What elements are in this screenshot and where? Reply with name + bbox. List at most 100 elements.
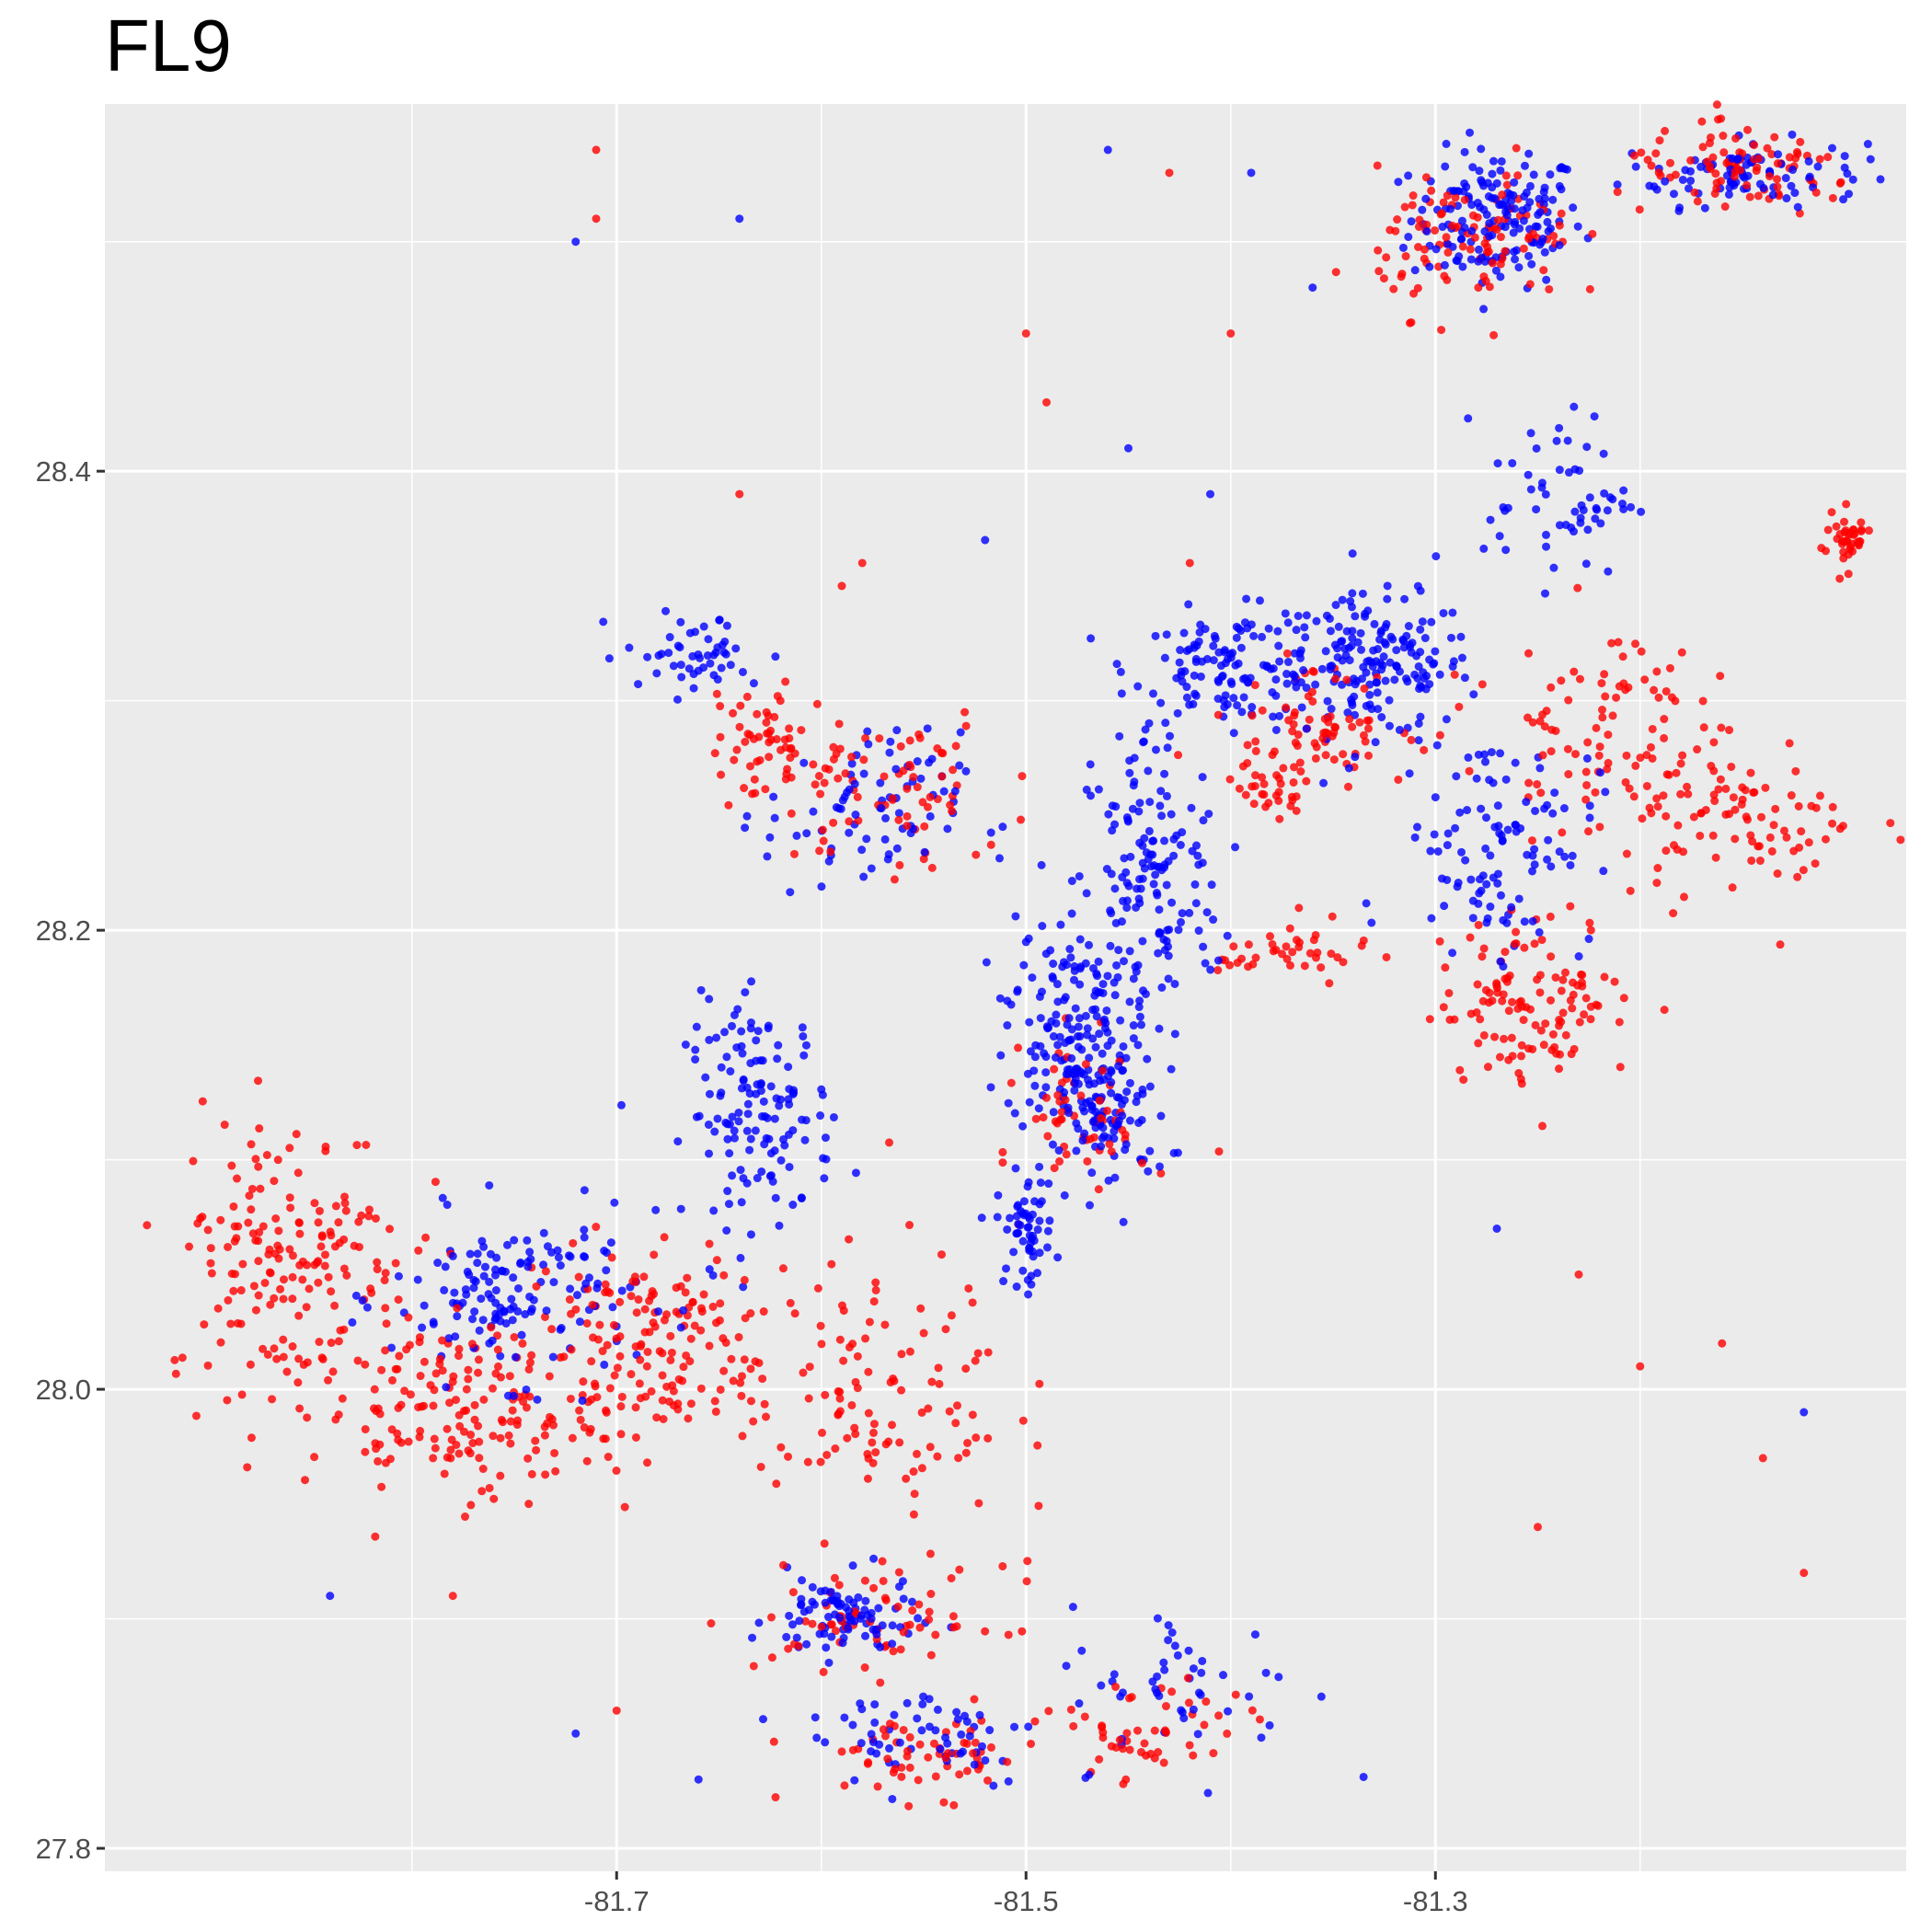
data-point-blue (1520, 917, 1529, 926)
data-point-blue (1075, 1031, 1085, 1041)
data-point-red (468, 1439, 477, 1448)
data-point-red (330, 1301, 339, 1310)
data-point-blue (1148, 689, 1157, 698)
data-point-red (1595, 742, 1604, 752)
data-point-blue (450, 1288, 459, 1297)
data-point-red (1364, 716, 1374, 725)
data-point-blue (1522, 798, 1531, 807)
data-point-blue (1002, 1264, 1011, 1273)
data-point-red (266, 1300, 275, 1309)
data-point-blue (952, 1708, 961, 1717)
data-point-blue (1781, 174, 1790, 183)
data-point-red (1238, 762, 1248, 771)
data-point-blue (1412, 822, 1421, 832)
data-point-red (1835, 178, 1845, 188)
data-point-red (1515, 998, 1524, 1007)
data-point-blue (1432, 741, 1442, 750)
data-point-blue (1028, 1210, 1037, 1219)
data-point-red (860, 1663, 869, 1673)
data-point-red (1342, 675, 1351, 684)
data-point-blue (1496, 166, 1505, 175)
data-point-red (285, 1245, 294, 1254)
data-point-red (1597, 679, 1606, 688)
data-point-blue (1104, 810, 1113, 819)
data-point-blue (1398, 243, 1408, 252)
data-point-red (1594, 751, 1604, 760)
data-point-blue (617, 1286, 627, 1295)
data-point-red (1223, 1729, 1232, 1738)
data-point-red (924, 1753, 933, 1762)
data-point-blue (1743, 171, 1753, 180)
data-point-blue (1174, 926, 1183, 935)
data-point-red (1524, 713, 1533, 722)
data-point-red (1811, 859, 1820, 868)
data-point-blue (420, 1301, 429, 1310)
data-point-blue (1114, 1062, 1123, 1071)
data-point-red (431, 1178, 440, 1187)
data-point-red (440, 1469, 449, 1478)
data-point-red (1161, 1702, 1170, 1711)
data-point-blue (1160, 1665, 1169, 1674)
data-point-red (927, 863, 937, 872)
data-point-blue (726, 661, 735, 670)
data-point-blue (931, 1726, 940, 1735)
data-point-red (1248, 960, 1258, 969)
data-point-blue (1448, 949, 1457, 958)
data-point-red (294, 1218, 304, 1227)
data-point-red (917, 1464, 926, 1473)
data-point-red (696, 1326, 706, 1335)
data-point-red (1397, 270, 1407, 279)
data-point-red (1896, 835, 1905, 845)
data-point-blue (998, 822, 1007, 832)
data-point-red (1749, 788, 1758, 797)
data-point-red (1771, 804, 1780, 813)
data-point-red (1294, 938, 1304, 948)
data-point-red (220, 1121, 229, 1130)
data-point-blue (817, 882, 826, 891)
data-point-blue (705, 995, 714, 1004)
data-point-blue (1080, 1129, 1089, 1138)
data-point-red (1466, 245, 1475, 254)
data-point-blue (1070, 1086, 1079, 1095)
data-point-blue (876, 778, 885, 788)
data-point-blue (470, 1307, 479, 1317)
data-point-blue (728, 1171, 737, 1180)
data-point-red (1697, 117, 1707, 126)
data-point-red (634, 1295, 643, 1305)
data-point-blue (1110, 1173, 1120, 1182)
data-point-blue (1117, 689, 1126, 698)
data-point-blue (868, 1738, 878, 1747)
data-point-blue (891, 765, 901, 774)
data-point-red (1420, 745, 1429, 754)
data-point-blue (1382, 619, 1391, 628)
data-point-blue (1225, 650, 1235, 659)
data-point-red (1339, 958, 1348, 967)
data-point-blue (1535, 208, 1545, 217)
data-point-blue (1684, 184, 1693, 193)
data-point-red (1535, 988, 1545, 997)
data-point-blue (509, 1273, 518, 1282)
data-point-red (1857, 518, 1866, 527)
data-point-red (1769, 821, 1778, 830)
data-point-red (811, 780, 820, 789)
data-point-blue (1585, 801, 1594, 811)
data-point-blue (1482, 210, 1491, 219)
data-point-red (1474, 920, 1483, 929)
data-point-red (331, 1202, 340, 1211)
data-point-blue (763, 1113, 772, 1122)
data-point-blue (1236, 643, 1246, 652)
data-point-red (185, 1242, 194, 1251)
data-point-blue (1072, 1146, 1081, 1156)
data-point-blue (758, 1715, 767, 1724)
data-point-blue (1414, 719, 1423, 728)
data-point-blue (1182, 693, 1191, 702)
data-point-red (1243, 741, 1252, 750)
data-point-blue (820, 1174, 829, 1183)
data-point-blue (1074, 1022, 1083, 1031)
data-point-blue (1774, 150, 1783, 159)
data-point-red (288, 1251, 297, 1260)
data-point-blue (1187, 803, 1196, 812)
data-point-blue (867, 864, 876, 873)
data-point-red (1558, 1008, 1568, 1018)
data-point-blue (1075, 935, 1085, 944)
